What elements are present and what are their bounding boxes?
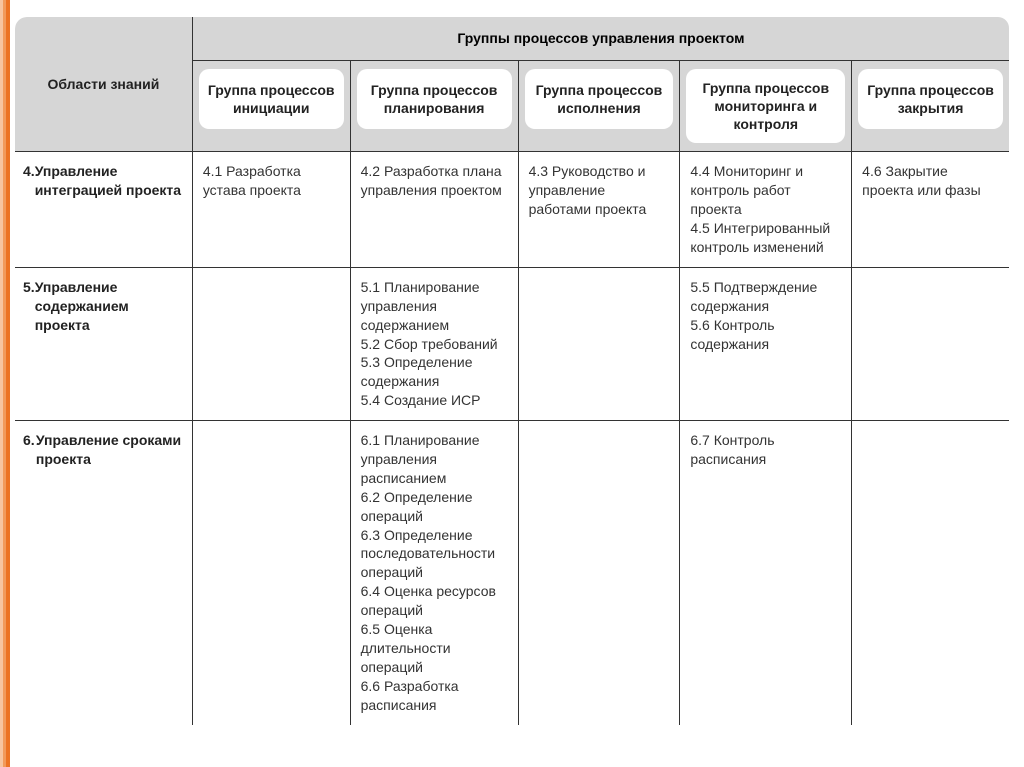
table-cell: 4.6 Закрытие проекта или фазы bbox=[852, 152, 1010, 267]
side-header: Области знаний bbox=[15, 17, 193, 152]
table-cell bbox=[518, 267, 680, 420]
column-header-pill: Группа процессов мониторинга и контроля bbox=[686, 69, 845, 144]
row-number: 5. bbox=[23, 278, 35, 297]
row-label: 6.Управление сроками проекта bbox=[15, 421, 193, 725]
row-label-text: Управление интеграцией проекта bbox=[35, 162, 182, 200]
table-cell: 4.1 Разработка устава проекта bbox=[192, 152, 350, 267]
row-label: 4.Управление интеграцией проекта bbox=[15, 152, 193, 267]
table-cell bbox=[852, 421, 1010, 725]
table-row: 4.Управление интеграцией проекта4.1 Разр… bbox=[15, 152, 1010, 267]
row-number: 6. bbox=[23, 431, 36, 450]
column-header-pill: Группа процессов планирования bbox=[357, 69, 512, 129]
column-header-pill: Группа процессов исполнения bbox=[525, 69, 674, 129]
left-accent-strip bbox=[0, 0, 10, 767]
column-header-3: Группа процессов исполнения bbox=[518, 60, 680, 152]
table-cell bbox=[518, 421, 680, 725]
table-cell: 5.1 Планирование управления содержанием5… bbox=[350, 267, 518, 420]
row-label-text: Управление сроками проекта bbox=[36, 431, 182, 469]
table-cell: 6.7 Контроль расписания bbox=[680, 421, 852, 725]
row-label-text: Управление содержанием проекта bbox=[35, 278, 182, 335]
top-header: Группы процессов управления проектом bbox=[192, 17, 1009, 61]
table-cell bbox=[192, 267, 350, 420]
table-cell bbox=[192, 421, 350, 725]
process-groups-table: Области знаний Группы процессов управлен… bbox=[14, 16, 1010, 726]
row-label: 5.Управление содержанием проекта bbox=[15, 267, 193, 420]
column-header-1: Группа процессов инициации bbox=[192, 60, 350, 152]
top-header-text: Группы процессов управления проектом bbox=[457, 30, 744, 46]
column-header-4: Группа процессов мониторинга и контроля bbox=[680, 60, 852, 152]
table-cell: 4.3 Руководство и управление работами пр… bbox=[518, 152, 680, 267]
table-row: 6.Управление сроками проекта 6.1 Планиров… bbox=[15, 421, 1010, 725]
accent-bar-3 bbox=[6, 0, 10, 767]
table-row: 5.Управление содержанием проекта 5.1 План… bbox=[15, 267, 1010, 420]
column-header-5: Группа процессов закрытия bbox=[852, 60, 1010, 152]
column-header-2: Группа процессов планирования bbox=[350, 60, 518, 152]
column-header-pill: Группа процессов закрытия bbox=[858, 69, 1003, 129]
table-cell: 6.1 Планирование управления расписанием6… bbox=[350, 421, 518, 725]
table-cell: 4.2 Разработка плана управления проектом bbox=[350, 152, 518, 267]
table-cell: 5.5 Подтверждение содержания5.6 Контроль… bbox=[680, 267, 852, 420]
column-header-pill: Группа процессов инициации bbox=[199, 69, 344, 129]
side-header-text: Области знаний bbox=[47, 76, 159, 92]
row-number: 4. bbox=[23, 162, 35, 181]
table-cell bbox=[852, 267, 1010, 420]
table-cell: 4.4 Мониторинг и контроль работ проекта4… bbox=[680, 152, 852, 267]
